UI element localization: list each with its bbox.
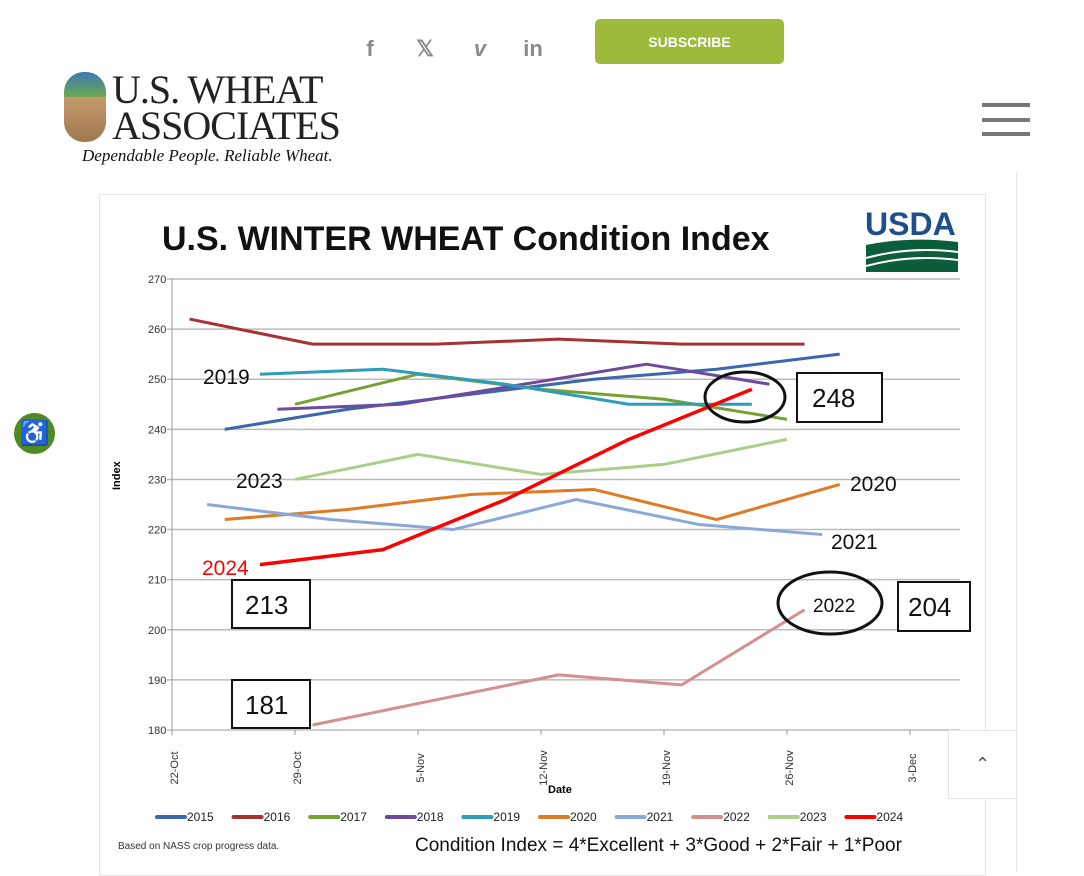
highlight-ellipse-2022	[776, 570, 884, 636]
footnote: Based on NASS crop progress data.	[118, 841, 279, 852]
chart-title: U.S. WINTER WHEAT Condition Index	[162, 220, 770, 258]
x-tick-label: 26-Nov	[784, 750, 796, 786]
svg-text:USDA: USDA	[865, 206, 956, 242]
site-logo[interactable]: U.S. WHEAT ASSOCIATES	[112, 67, 341, 148]
legend-label-2021: 2021	[647, 810, 674, 824]
y-tick-label: 250	[148, 374, 166, 386]
y-tick-label: 190	[148, 675, 166, 687]
series-line-2023	[294, 437, 788, 481]
label-2023: 2023	[236, 470, 283, 493]
y-tick-label: 270	[148, 274, 166, 286]
series-line-2022	[312, 608, 806, 727]
legend-label-2020: 2020	[570, 810, 597, 824]
legend-label-2017: 2017	[340, 810, 367, 824]
x-tick-label: 12-Nov	[538, 750, 550, 786]
x-tick-label: 19-Nov	[661, 750, 673, 786]
callout-box-181	[231, 679, 311, 729]
callout-box-213	[231, 579, 311, 629]
y-axis-label: Index	[111, 460, 123, 490]
formula: Condition Index = 4*Excellent + 3*Good +…	[415, 835, 903, 856]
legend-label-2024: 2024	[876, 810, 903, 824]
label-2021: 2021	[831, 531, 878, 554]
series-line-2021	[206, 497, 823, 537]
x-tick-label: 22-Oct	[169, 751, 181, 784]
callout-248: 248	[812, 383, 855, 413]
y-tick-label: 240	[148, 424, 166, 436]
y-tick-label: 260	[148, 324, 166, 336]
series-line-2018	[277, 362, 770, 411]
facebook-icon[interactable]: f	[366, 36, 374, 61]
y-tick-label: 220	[148, 525, 166, 537]
legend-label-2016: 2016	[264, 810, 291, 824]
x-axis-label: Date	[548, 784, 572, 796]
callout-box-204	[897, 581, 971, 632]
x-tick-label: 29-Oct	[292, 751, 304, 784]
legend-label-2015: 2015	[187, 810, 214, 824]
menu-icon-bar[interactable]	[982, 103, 1030, 107]
x-tick-label: 5-Nov	[415, 753, 427, 783]
x-tick-label: 3-Dec	[907, 753, 919, 783]
y-tick-label: 210	[148, 575, 166, 587]
callout-204: 204	[908, 592, 951, 622]
subscribe-button[interactable]: SUBSCRIBE	[595, 19, 784, 64]
legend-label-2018: 2018	[417, 810, 444, 824]
label-2019: 2019	[203, 366, 250, 389]
legend-label-2023: 2023	[800, 810, 827, 824]
legend-label-2022: 2022	[723, 810, 750, 824]
menu-icon-bar[interactable]	[982, 118, 1030, 122]
highlight-ellipse-2024	[703, 370, 787, 424]
vimeo-icon[interactable]: v	[473, 36, 487, 61]
usda-logo: USDA	[865, 206, 959, 272]
callout-181: 181	[245, 690, 288, 720]
scroll-to-top-button[interactable]: ⌃	[948, 730, 1017, 799]
y-tick-label: 180	[148, 725, 166, 737]
label-2020: 2020	[850, 473, 897, 496]
y-tick-label: 200	[148, 625, 166, 637]
wheat-globe-logo-icon[interactable]	[64, 72, 106, 142]
label-2024: 2024	[202, 557, 249, 580]
tagline: Dependable People. Reliable Wheat.	[82, 146, 333, 165]
callout-213: 213	[245, 590, 288, 620]
legend-label-2019: 2019	[493, 810, 520, 824]
label-2022: 2022	[813, 596, 855, 617]
logo-line1: U.S. WHEAT	[112, 67, 323, 112]
accessibility-icon[interactable]: ♿	[14, 413, 55, 454]
series-line-2020	[224, 483, 841, 522]
menu-icon-bar[interactable]	[982, 132, 1030, 136]
chart-image	[99, 194, 986, 876]
x-icon[interactable]: 𝕏	[416, 36, 434, 61]
callout-box-248	[796, 372, 883, 423]
series-line-2019	[259, 367, 752, 406]
logo-line2: ASSOCIATES	[112, 103, 341, 148]
y-tick-label: 230	[148, 474, 166, 486]
linkedin-icon[interactable]: in	[523, 36, 543, 61]
content-divider	[1016, 172, 1017, 872]
series-line-2016	[189, 317, 805, 346]
series-line-2024	[259, 387, 753, 567]
